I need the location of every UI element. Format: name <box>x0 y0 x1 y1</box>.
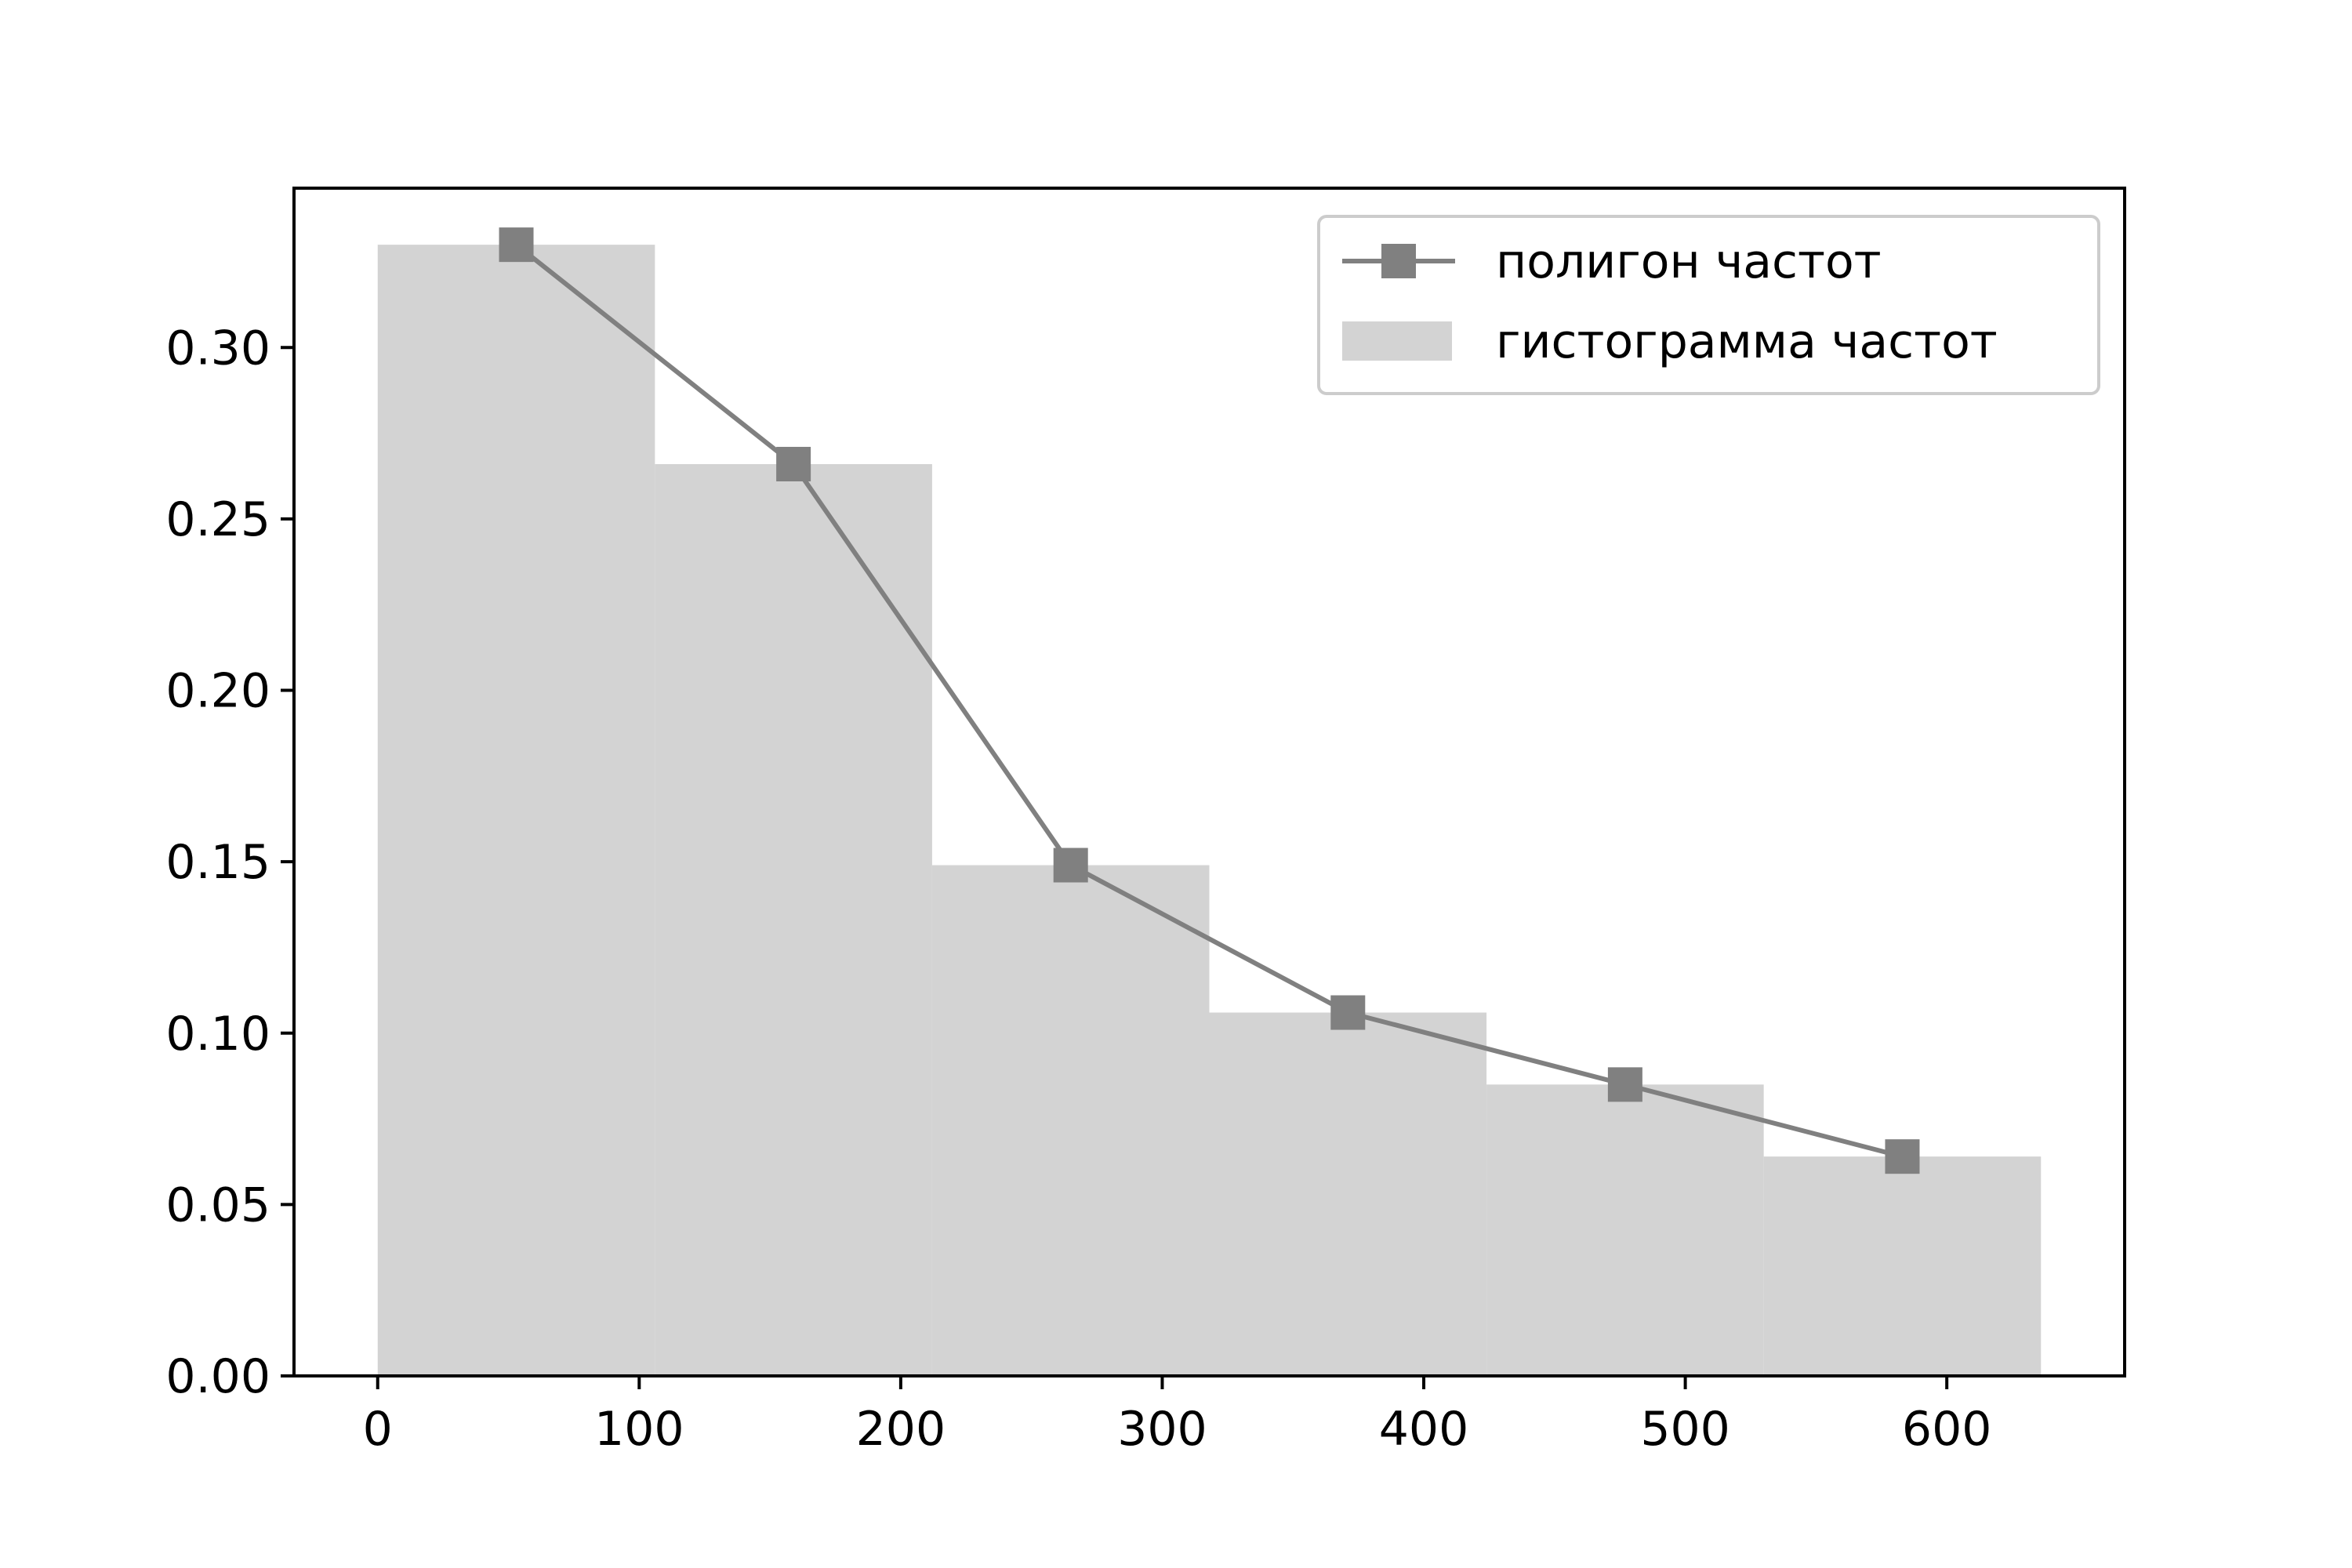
x-tick-label: 500 <box>1640 1402 1730 1457</box>
x-tick-label: 400 <box>1379 1402 1469 1457</box>
y-axis-ticks: 0.00 0.05 0.10 0.15 0.20 0.25 0.30 <box>165 321 294 1404</box>
plot-frame <box>292 187 2126 1377</box>
histogram-bar <box>931 865 1210 1376</box>
polygon-line <box>514 242 1904 1160</box>
y-tick-label: 0.20 <box>165 664 270 719</box>
x-tick-label: 100 <box>594 1402 684 1457</box>
x-tick-label: 600 <box>1902 1402 1992 1457</box>
x-tick-label: 300 <box>1117 1402 1207 1457</box>
polygon-point <box>1053 848 1088 883</box>
y-tick-label: 0.05 <box>165 1178 270 1232</box>
legend-histogram-label: гистограмма частот <box>1496 314 1998 369</box>
histogram-bar <box>377 245 655 1377</box>
y-tick-label: 0.15 <box>165 835 270 890</box>
x-axis-ticks: 0 100 200 300 400 500 600 <box>363 1376 1992 1457</box>
legend: полигон частот гистограмма частот <box>1317 215 2100 395</box>
polygon-point <box>1330 995 1366 1030</box>
histogram-bars <box>377 245 2042 1377</box>
legend-box <box>1317 215 2100 395</box>
x-tick-label: 200 <box>856 1402 946 1457</box>
histogram-bar <box>1763 1156 2042 1376</box>
y-tick-label: 0.00 <box>165 1349 270 1404</box>
legend-histogram-swatch-icon <box>1342 321 1452 361</box>
polygon-point <box>499 227 534 263</box>
y-tick-label: 0.10 <box>165 1007 270 1062</box>
polygon-point <box>1607 1067 1642 1102</box>
frequency-polygon <box>499 227 1920 1174</box>
polygon-point <box>776 446 811 481</box>
histogram-bar <box>655 463 932 1376</box>
histogram-bar <box>1486 1084 1764 1376</box>
x-tick-label: 0 <box>363 1402 393 1457</box>
y-tick-label: 0.25 <box>165 492 270 547</box>
polygon-point <box>1885 1139 1920 1174</box>
histogram-bar <box>1209 1012 1487 1376</box>
legend-polygon-label: полигон частот <box>1496 234 1882 289</box>
y-tick-label: 0.30 <box>165 321 270 376</box>
legend-polygon-marker-icon <box>1381 244 1416 278</box>
